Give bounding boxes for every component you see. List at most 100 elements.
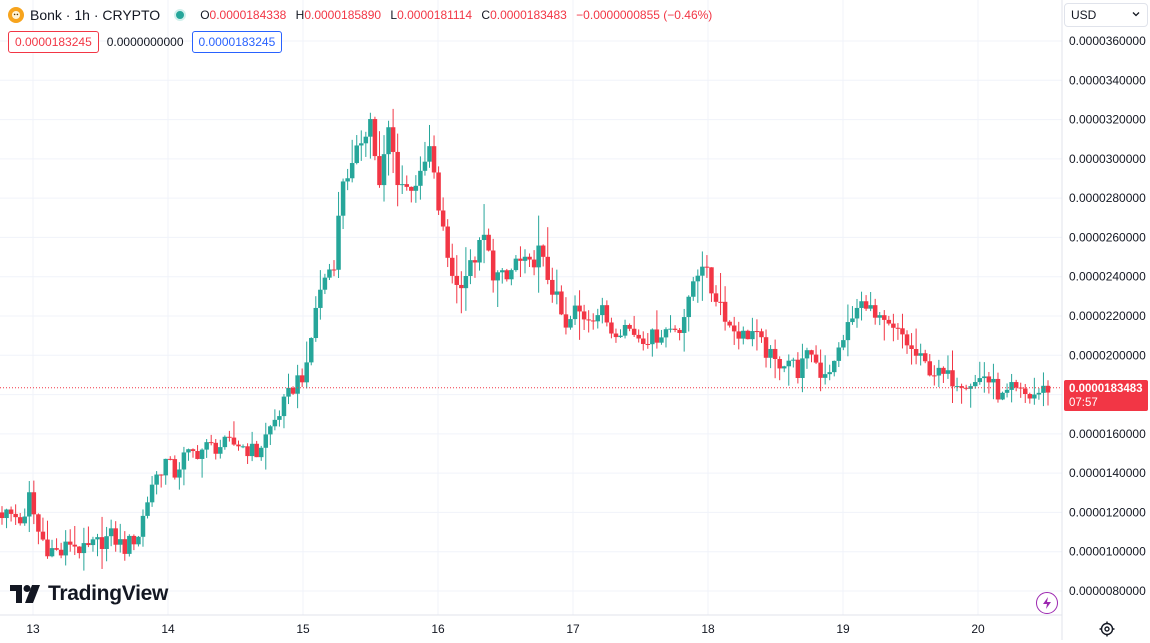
- spread-value: 0.0000000000: [106, 35, 184, 49]
- candle-body: [340, 181, 346, 216]
- candle-body: [841, 340, 846, 348]
- price-tick-label: 0.0000140000: [1069, 466, 1146, 480]
- candle-body: [318, 289, 323, 308]
- candle-body: [968, 386, 973, 389]
- symbol-title[interactable]: Bonk · 1h · CRYPTO: [30, 7, 161, 23]
- candle-body: [17, 517, 23, 524]
- candle-body: [872, 305, 878, 318]
- candle-body: [295, 375, 300, 394]
- candle-body: [227, 436, 232, 438]
- price-tick-label: 0.0000120000: [1069, 505, 1146, 519]
- candle-body: [991, 378, 996, 383]
- candle-body: [786, 360, 792, 367]
- candle-body: [804, 350, 810, 359]
- candle-body: [659, 337, 664, 343]
- candle-body: [550, 279, 555, 295]
- candle-body: [459, 284, 464, 289]
- currency-select[interactable]: USD: [1064, 3, 1148, 27]
- buy-button[interactable]: 0.0000183245: [191, 31, 283, 53]
- candle-body: [440, 210, 446, 227]
- time-tick-label: 17: [566, 622, 580, 636]
- candle-body: [672, 328, 678, 330]
- candle-body: [381, 154, 387, 186]
- candle-body: [536, 245, 541, 268]
- candle-body: [81, 543, 87, 554]
- candle-body: [977, 378, 983, 383]
- price-tick-label: 0.0000320000: [1069, 113, 1146, 127]
- candle-body: [654, 329, 660, 343]
- candle-body: [368, 119, 373, 137]
- candle-body: [950, 370, 955, 387]
- candle-body: [431, 146, 437, 173]
- candle-body: [163, 458, 168, 476]
- close-key: C: [481, 8, 491, 22]
- candle-body: [777, 358, 782, 369]
- price-tick-label: 0.0000080000: [1069, 584, 1146, 598]
- candle-body: [95, 537, 100, 540]
- candle-body: [136, 536, 141, 545]
- candle-body: [627, 324, 632, 329]
- gear-icon[interactable]: [1098, 620, 1116, 638]
- candle-body: [122, 539, 128, 554]
- candle-body: [850, 318, 855, 323]
- candle-body: [954, 386, 960, 388]
- candle-body: [354, 145, 359, 164]
- candle-body: [668, 328, 673, 330]
- candle-body: [1041, 385, 1046, 393]
- candle-body: [477, 240, 482, 263]
- candle-body: [963, 387, 969, 389]
- market-status-icon[interactable]: [174, 9, 187, 21]
- candle-body: [791, 359, 796, 361]
- candle-body: [290, 387, 296, 394]
- candle-body: [677, 329, 682, 333]
- candle-body: [522, 256, 528, 261]
- candles: [0, 108, 1051, 571]
- candle-body: [813, 354, 819, 363]
- candle-body: [472, 260, 478, 263]
- candle-body: [54, 548, 59, 550]
- candle-body: [713, 293, 719, 302]
- candle-body: [877, 315, 882, 318]
- candle-body: [886, 319, 892, 324]
- candle-body: [941, 367, 946, 374]
- lightning-icon[interactable]: [1036, 592, 1058, 614]
- candle-body: [1013, 382, 1019, 388]
- candle-body: [413, 185, 419, 191]
- sell-button[interactable]: 0.0000183245: [8, 31, 99, 53]
- candle-body: [1000, 392, 1005, 400]
- high-key: H: [295, 8, 305, 22]
- candle-body: [172, 459, 178, 478]
- candle-body: [422, 161, 428, 171]
- candle-body: [527, 256, 532, 260]
- candle-body: [40, 531, 46, 540]
- candle-body: [140, 515, 146, 537]
- candle-body: [363, 136, 369, 144]
- candle-body: [222, 436, 228, 448]
- candle-body: [449, 257, 455, 276]
- candle-body: [304, 362, 309, 383]
- candle-body: [349, 163, 355, 179]
- candle-body: [99, 537, 105, 549]
- candle-body: [486, 234, 491, 251]
- candle-body: [468, 260, 473, 277]
- candle-body: [1023, 388, 1028, 395]
- candle-body: [636, 334, 641, 339]
- tradingview-logo[interactable]: TradingView: [10, 582, 168, 606]
- candle-body: [982, 376, 987, 379]
- price-tick-label: 0.0000200000: [1069, 348, 1146, 362]
- candle-body: [131, 535, 137, 545]
- ohlc-readout: O0.0000184338 H0.0000185890 L0.000018111…: [200, 8, 718, 22]
- candle-body: [559, 291, 564, 315]
- chart-grid: [0, 0, 1062, 615]
- candle-body: [231, 437, 237, 445]
- candle-body: [113, 528, 118, 545]
- candle-body: [622, 324, 628, 336]
- candle-body: [1004, 389, 1010, 393]
- candle-body: [863, 301, 869, 309]
- candle-body: [922, 353, 928, 362]
- candle-body: [800, 358, 805, 378]
- candle-body: [322, 277, 328, 290]
- candle-body: [168, 458, 173, 460]
- candle-body: [409, 186, 414, 191]
